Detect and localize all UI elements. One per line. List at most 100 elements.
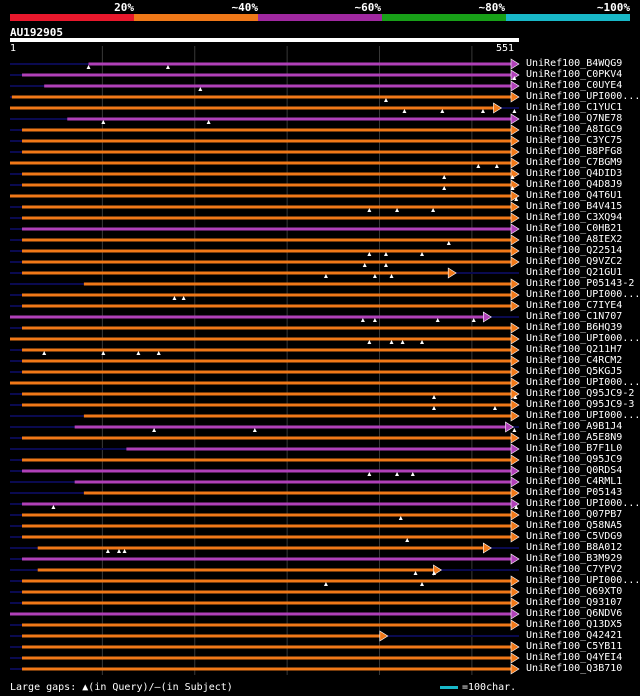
footer-gap-triangle-icon: ▲	[82, 682, 89, 693]
hit-arrow-head	[510, 91, 520, 103]
gap-marker-icon	[362, 263, 367, 267]
hit-label[interactable]: UniRef100_Q95JC9-3	[526, 399, 635, 410]
hit-arrow-head	[510, 58, 520, 70]
hit-label[interactable]: UniRef100_C1N707	[526, 311, 623, 322]
gap-marker-icon	[383, 263, 388, 267]
hit-label[interactable]: UniRef100_C4RML1	[526, 476, 623, 487]
scale-bar	[440, 686, 458, 689]
gap-marker-icon	[420, 340, 425, 344]
gap-marker-icon	[432, 571, 437, 575]
hit-label[interactable]: UniRef100_B4V415	[526, 201, 623, 212]
hit-label[interactable]: UniRef100_UPI000...	[526, 498, 640, 509]
hit-label[interactable]: UniRef100_Q95JC9-2	[526, 388, 635, 399]
gap-marker-icon	[494, 164, 499, 168]
hit-arrow-head	[510, 432, 520, 444]
hit-arrow-head	[510, 113, 520, 125]
hit-label[interactable]: UniRef100_C7BGM9	[526, 157, 623, 168]
hit-arrow-head	[510, 531, 520, 543]
hit-label[interactable]: UniRef100_Q13DX5	[526, 619, 623, 630]
hit-label[interactable]: UniRef100_C5VDG9	[526, 531, 623, 542]
hit-label[interactable]: UniRef100_Q42421	[526, 630, 623, 641]
hit-label[interactable]: UniRef100_Q211H7	[526, 344, 623, 355]
legend-segment	[10, 14, 134, 21]
footer-gaps-suffix: (in Subject)	[160, 682, 233, 693]
hit-label[interactable]: UniRef100_UPI000...	[526, 410, 640, 421]
legend-segment	[258, 14, 382, 21]
gap-marker-icon	[389, 340, 394, 344]
hit-label[interactable]: UniRef100_B7F1L0	[526, 443, 623, 454]
hit-label[interactable]: UniRef100_Q4T6U1	[526, 190, 623, 201]
hit-label[interactable]: UniRef100_Q6NDV6	[526, 608, 623, 619]
hit-label[interactable]: UniRef100_UPI000...	[526, 289, 640, 300]
hit-label[interactable]: UniRef100_A9B1J4	[526, 421, 623, 432]
hit-arrow-head	[505, 421, 515, 433]
hit-label[interactable]: UniRef100_UPI000...	[526, 333, 640, 344]
query-id: AU192905	[10, 26, 63, 39]
gap-marker-icon	[136, 351, 141, 355]
hit-label[interactable]: UniRef100_C0UYE4	[526, 80, 623, 91]
hit-label[interactable]: UniRef100_B4WQG9	[526, 58, 623, 69]
hit-arrow-head	[510, 443, 520, 455]
hit-label[interactable]: UniRef100_Q0RDS4	[526, 465, 623, 476]
hit-label[interactable]: UniRef100_Q3B710	[526, 663, 623, 674]
hit-label[interactable]: UniRef100_Q93107	[526, 597, 623, 608]
hit-label[interactable]: UniRef100_B8A012	[526, 542, 623, 553]
hit-label[interactable]: UniRef100_C1YUC1	[526, 102, 623, 113]
hit-arrow-head	[510, 135, 520, 147]
hit-label[interactable]: UniRef100_UPI000...	[526, 575, 640, 586]
hit-label[interactable]: UniRef100_Q69XT0	[526, 586, 623, 597]
hit-arrow-head	[447, 267, 457, 279]
hit-label[interactable]: UniRef100_Q4DID3	[526, 168, 623, 179]
hit-label[interactable]: UniRef100_UPI000...	[526, 377, 640, 388]
hit-label[interactable]: UniRef100_P05143	[526, 487, 623, 498]
hit-arrow-head	[510, 454, 520, 466]
hit-label[interactable]: UniRef100_Q4YEI4	[526, 652, 623, 663]
gap-marker-icon	[389, 274, 394, 278]
hit-label[interactable]: UniRef100_C5YB11	[526, 641, 623, 652]
hit-arrow-head	[510, 608, 520, 620]
legend-label: ~60%	[354, 1, 382, 14]
legend-label: ~80%	[478, 1, 506, 14]
hit-label[interactable]: UniRef100_Q4D8J9	[526, 179, 623, 190]
hit-label[interactable]: UniRef100_C4RCM2	[526, 355, 623, 366]
hit-arrow-head	[510, 487, 520, 499]
hit-label[interactable]: UniRef100_A8IEX2	[526, 234, 623, 245]
legend-segment	[506, 14, 630, 21]
footer-gaps-middle: (in Query)/	[88, 682, 155, 693]
hit-label[interactable]: UniRef100_A5E8N9	[526, 432, 623, 443]
hit-arrow-head	[510, 575, 520, 587]
hit-label[interactable]: UniRef100_Q22514	[526, 245, 623, 256]
gap-marker-icon	[383, 98, 388, 102]
gap-marker-icon	[367, 340, 372, 344]
hit-label[interactable]: UniRef100_C0PKV4	[526, 69, 623, 80]
hit-label[interactable]: UniRef100_B3M929	[526, 553, 623, 564]
hit-label[interactable]: UniRef100_Q21GU1	[526, 267, 623, 278]
hit-label[interactable]: UniRef100_C0HB21	[526, 223, 623, 234]
hit-label[interactable]: UniRef100_Q07PB7	[526, 509, 623, 520]
gap-marker-icon	[514, 197, 519, 201]
hit-label[interactable]: UniRef100_Q9VZC2	[526, 256, 623, 267]
gap-marker-icon	[405, 538, 410, 542]
hit-label[interactable]: UniRef100_Q58NA5	[526, 520, 623, 531]
hit-arrow-head	[510, 410, 520, 422]
hit-label[interactable]: UniRef100_P05143-2	[526, 278, 635, 289]
gap-marker-icon	[398, 516, 403, 520]
hit-label[interactable]: UniRef100_UPI000...	[526, 91, 640, 102]
hit-label[interactable]: UniRef100_Q7NE78	[526, 113, 623, 124]
hit-arrow-head	[510, 234, 520, 246]
hit-label[interactable]: UniRef100_Q95JC9	[526, 454, 623, 465]
hit-label[interactable]: UniRef100_B8PFG8	[526, 146, 623, 157]
legend-label: ~100%	[596, 1, 630, 14]
hit-label[interactable]: UniRef100_C7YPV2	[526, 564, 623, 575]
gap-marker-icon	[476, 164, 481, 168]
gap-marker-icon	[165, 65, 170, 69]
hit-label[interactable]: UniRef100_B6HQ39	[526, 322, 623, 333]
gap-marker-icon	[471, 318, 476, 322]
hit-label[interactable]: UniRef100_A8IGC9	[526, 124, 623, 135]
hit-label[interactable]: UniRef100_C3YC75	[526, 135, 623, 146]
gap-marker-icon	[172, 296, 177, 300]
hit-label[interactable]: UniRef100_C3XQ94	[526, 212, 623, 223]
hit-label[interactable]: UniRef100_Q5KGJ5	[526, 366, 623, 377]
hit-label[interactable]: UniRef100_C7IYE4	[526, 300, 623, 311]
hit-arrow-head	[510, 498, 520, 510]
